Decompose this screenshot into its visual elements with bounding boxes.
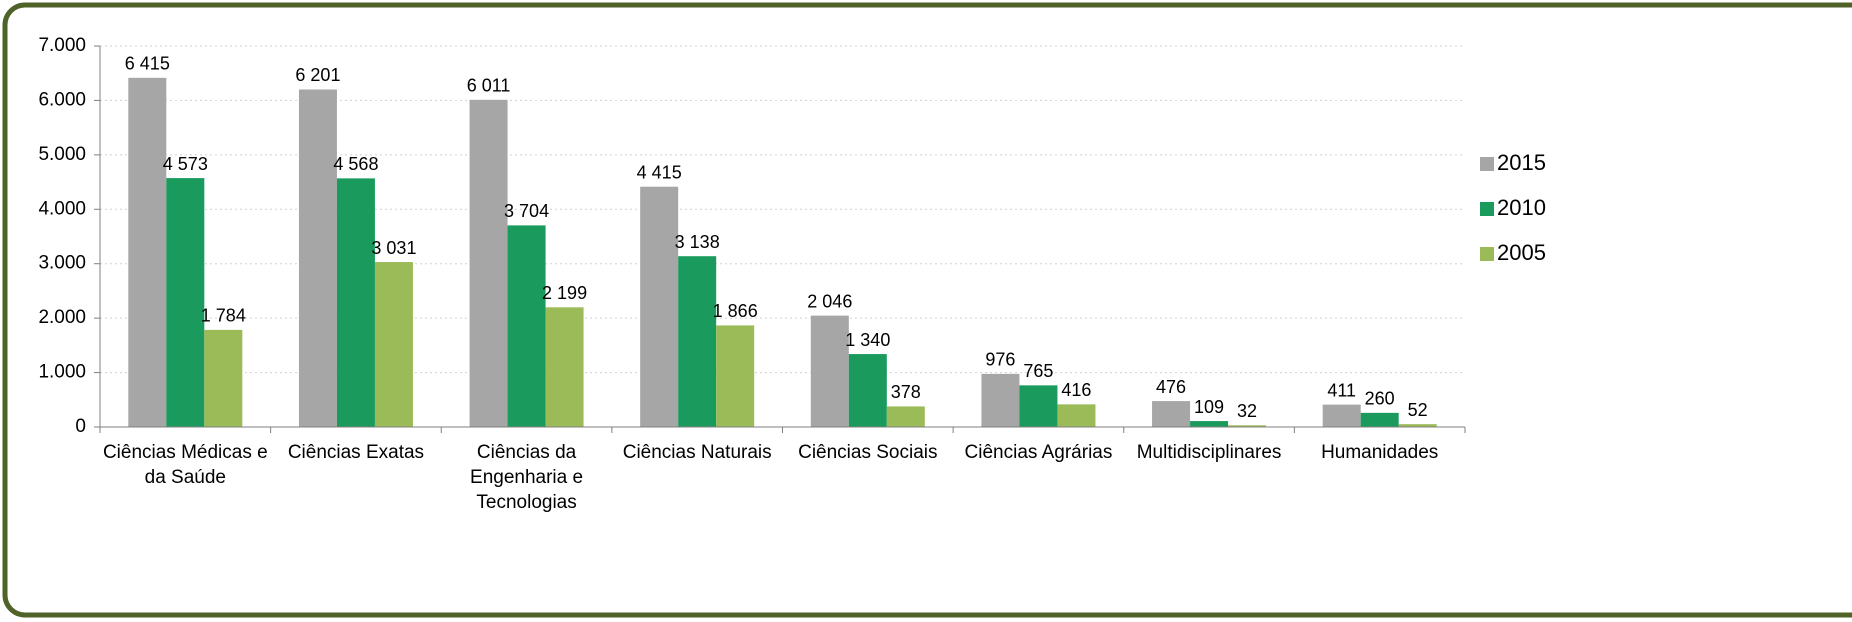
y-tick-label: 1.000 bbox=[38, 362, 86, 383]
x-tick-label: Ciências Naturais bbox=[622, 442, 772, 463]
x-tick-label: Ciências Médicas e da Saúde bbox=[102, 442, 268, 488]
bar bbox=[848, 354, 887, 427]
bar bbox=[1152, 401, 1191, 427]
legend-swatch bbox=[1480, 157, 1494, 171]
bar bbox=[204, 329, 243, 427]
value-label: 476 bbox=[1156, 377, 1186, 397]
value-label: 416 bbox=[1061, 380, 1091, 400]
legend-swatch bbox=[1480, 202, 1494, 216]
value-label: 109 bbox=[1194, 397, 1224, 417]
bar bbox=[1322, 404, 1361, 427]
y-tick-label: 4.000 bbox=[38, 198, 86, 219]
bar bbox=[128, 77, 167, 428]
y-tick-label: 0 bbox=[75, 416, 86, 437]
bar bbox=[1019, 385, 1058, 427]
bar bbox=[810, 315, 849, 427]
value-label: 1 866 bbox=[713, 301, 758, 321]
value-label: 411 bbox=[1327, 380, 1356, 400]
y-tick-label: 5.000 bbox=[38, 144, 86, 165]
x-tick-label: Multidisciplinares bbox=[1136, 442, 1282, 463]
bar bbox=[545, 307, 584, 427]
bar bbox=[166, 178, 205, 427]
value-label: 378 bbox=[891, 382, 921, 402]
value-label: 6 201 bbox=[295, 65, 340, 85]
y-tick-label: 6.000 bbox=[38, 89, 86, 110]
value-label: 4 573 bbox=[163, 154, 208, 174]
value-label: 3 138 bbox=[675, 232, 720, 252]
bar bbox=[1228, 425, 1267, 427]
bar bbox=[640, 186, 679, 427]
x-tick-label: Ciências Agrárias bbox=[964, 442, 1113, 463]
bar bbox=[336, 178, 375, 427]
x-tick-label: Humanidades bbox=[1321, 442, 1439, 463]
value-label: 4 415 bbox=[637, 162, 682, 182]
bar bbox=[374, 262, 413, 427]
value-label: 1 784 bbox=[201, 306, 246, 326]
legend-label: 2015 bbox=[1497, 150, 1546, 175]
bar bbox=[1360, 412, 1399, 427]
value-label: 4 568 bbox=[333, 154, 378, 174]
y-tick-label: 3.000 bbox=[38, 253, 86, 274]
bar bbox=[469, 99, 508, 427]
x-tick-label: Ciências Sociais bbox=[798, 442, 938, 463]
y-tick-label: 2.000 bbox=[38, 307, 86, 328]
value-label: 976 bbox=[985, 350, 1015, 370]
bar bbox=[298, 89, 337, 427]
y-tick-label: 7.000 bbox=[38, 35, 86, 56]
value-label: 32 bbox=[1237, 401, 1257, 421]
bar bbox=[716, 325, 755, 427]
value-label: 1 340 bbox=[845, 330, 890, 350]
value-label: 52 bbox=[1408, 400, 1428, 420]
value-label: 2 046 bbox=[807, 291, 852, 311]
legend-swatch bbox=[1480, 247, 1494, 261]
bar bbox=[1398, 424, 1437, 427]
value-label: 6 011 bbox=[467, 76, 511, 96]
value-label: 3 704 bbox=[504, 201, 549, 221]
value-label: 6 415 bbox=[125, 54, 170, 74]
value-label: 765 bbox=[1023, 361, 1053, 381]
bar bbox=[507, 225, 546, 427]
value-label: 260 bbox=[1365, 389, 1395, 409]
legend-label: 2010 bbox=[1497, 195, 1546, 220]
bar bbox=[981, 373, 1020, 427]
legend-label: 2005 bbox=[1497, 240, 1546, 265]
value-label: 3 031 bbox=[371, 238, 416, 258]
bar bbox=[1057, 404, 1096, 427]
x-tick-label: Ciências Exatas bbox=[287, 442, 425, 463]
bar bbox=[886, 406, 925, 427]
x-tick-label: Ciências da Engenharia e Tecnologias bbox=[470, 442, 584, 513]
value-label: 2 199 bbox=[542, 283, 587, 303]
bar bbox=[678, 256, 717, 427]
bar bbox=[1190, 421, 1229, 427]
